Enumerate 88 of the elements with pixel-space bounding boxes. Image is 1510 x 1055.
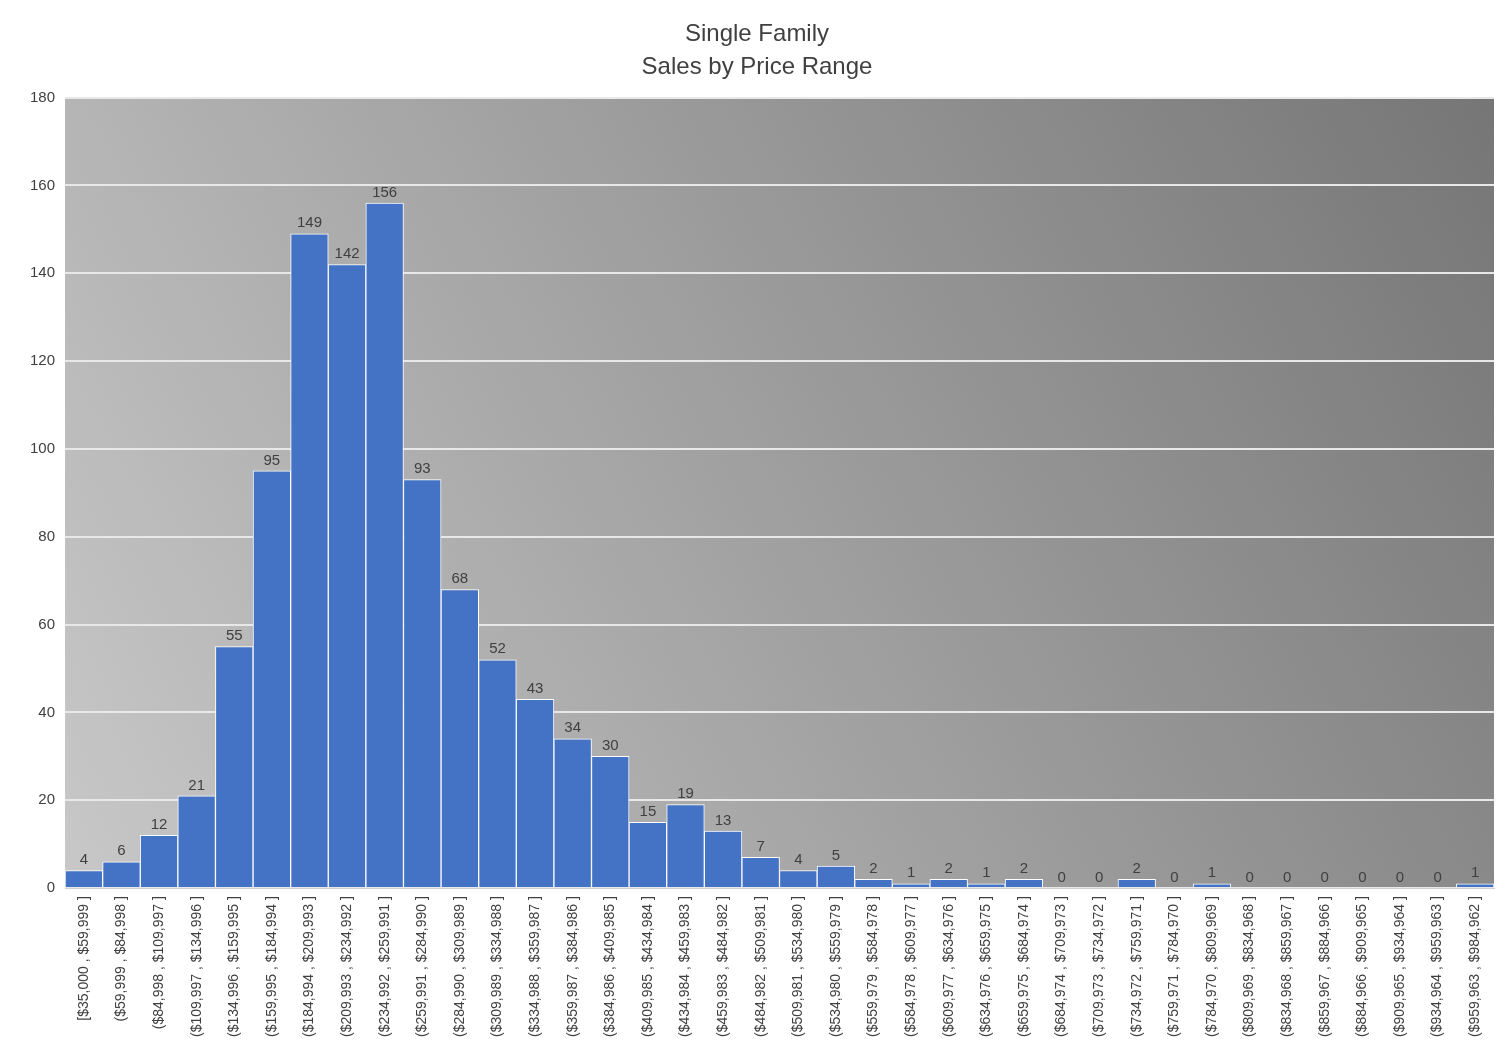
data-label: 34 [564,718,582,736]
data-label: 1 [906,863,916,881]
x-tick-label: ($334,988 , $359,987 ] [525,896,542,1038]
y-tick-label: 140 [30,263,56,281]
data-label: 93 [413,459,431,477]
x-tick-label: ($884,966 , $909,965 ] [1353,896,1370,1038]
data-label: 0 [1358,867,1367,885]
chart-title: Single Family [684,19,830,47]
y-tick-label: 0 [46,878,56,896]
data-label: 4 [794,850,803,868]
data-label: 2 [1019,858,1029,876]
data-label: 0 [1170,867,1179,885]
y-tick-label: 180 [30,87,56,105]
x-tick-label: ($834,968 , $859,967 ] [1278,896,1295,1038]
x-tick-label: ($309,989 , $334,988 ] [488,896,505,1038]
data-label: 5 [831,845,841,863]
x-tick-label: ($359,987 , $384,986 ] [563,896,580,1038]
x-tick-label: ($259,991 , $284,990 ] [413,896,430,1038]
x-tick-label: ($809,969 , $834,968 ] [1240,896,1257,1038]
data-label: 15 [639,801,657,819]
x-tick-label: ($459,983 , $484,982 ] [713,896,730,1038]
y-tick-label: 80 [38,526,56,544]
x-tick-label: ($409,985 , $434,984 ] [638,896,655,1038]
x-tick-label: ($959,963 , $984,962 ] [1466,896,1483,1038]
x-tick-label: ($559,979 , $584,978 ] [864,896,881,1038]
x-tick-label: ($84,998 , $109,997 ] [149,896,166,1030]
x-tick-label: ($434,984 , $459,983 ] [676,896,693,1038]
x-tick-label: ($184,994 , $209,993 ] [300,896,317,1038]
x-tick-label: ($634,976 , $659,975 ] [977,896,994,1038]
data-label: 2 [869,858,878,876]
data-label: 68 [451,569,469,587]
x-tick-label: ($484,982 , $509,981 ] [751,896,768,1038]
data-label: 142 [334,244,360,262]
y-tick-label: 60 [38,614,56,632]
x-tick-label: ($659,975 , $684,974 ] [1014,896,1031,1038]
data-label: 4 [79,850,88,868]
x-tick-label: ($384,986 , $409,985 ] [601,896,618,1038]
data-label: 2 [1132,858,1141,876]
data-label: 1 [1207,863,1217,881]
x-tick-label: ($509,981 , $534,980 ] [789,896,806,1038]
data-label: 19 [677,784,694,802]
data-label: 0 [1057,867,1066,885]
x-tick-label: ($134,996 , $159,995 ] [225,896,242,1038]
x-tick-label: ($934,964 , $959,963 ] [1428,896,1445,1038]
x-tick-label: ($609,977 , $634,976 ] [939,896,956,1038]
data-label: 21 [188,775,205,793]
data-label: 0 [1395,867,1405,885]
x-tick-label: ($784,970 , $809,969 ] [1202,896,1219,1038]
x-tick-label: ($709,973 , $734,972 ] [1090,896,1107,1038]
data-label: 13 [714,810,732,828]
data-label: 12 [150,815,168,833]
x-tick-label: ($859,967 , $884,966 ] [1315,896,1332,1038]
chart-subtitle: Sales by Price Range [641,51,873,79]
data-label: 43 [526,678,544,696]
y-tick-label: 160 [30,175,56,193]
data-label: 2 [944,858,953,876]
x-tick-label: ($284,990 , $309,989 ] [450,896,467,1038]
data-label: 95 [263,450,281,468]
y-tick-label: 40 [38,702,56,720]
x-tick-label: ($734,972 , $759,971 ] [1127,896,1144,1038]
data-label: 30 [601,735,619,753]
data-label: 0 [1433,867,1442,885]
x-tick-label: ($584,978 , $609,977 ] [901,896,918,1038]
x-tick-label: [$35,000 , $59,999 ] [74,896,91,1021]
x-tick-label: ($59,999 , $84,998 ] [112,896,129,1022]
x-tick-label: ($759,971 , $784,970 ] [1165,896,1182,1038]
x-tick-label: ($684,974 , $709,973 ] [1052,896,1069,1038]
x-tick-label: ($909,965 , $934,964 ] [1390,896,1407,1038]
x-tick-label: ($534,980 , $559,979 ] [826,896,843,1038]
data-label: 156 [372,182,398,200]
data-label: 1 [982,863,991,881]
data-label: 0 [1094,867,1104,885]
data-label: 1 [1471,863,1480,881]
data-label: 6 [117,841,126,859]
x-tick-label: ($209,993 , $234,992 ] [337,896,354,1038]
data-label: 149 [296,213,322,231]
y-tick-label: 120 [30,351,56,369]
data-label: 55 [225,626,243,644]
data-label: 0 [1320,867,1329,885]
x-tick-label: ($234,992 , $259,991 ] [375,896,392,1038]
data-label: 7 [756,837,765,854]
y-tick-label: 100 [30,439,56,457]
y-tick-label: 20 [38,790,56,808]
data-label: 0 [1245,867,1254,885]
data-label: 52 [489,639,506,657]
data-label: 0 [1283,867,1292,885]
x-tick-label: ($159,995 , $184,994 ] [262,896,279,1038]
x-tick-label: ($109,997 , $134,996 ] [187,896,204,1038]
